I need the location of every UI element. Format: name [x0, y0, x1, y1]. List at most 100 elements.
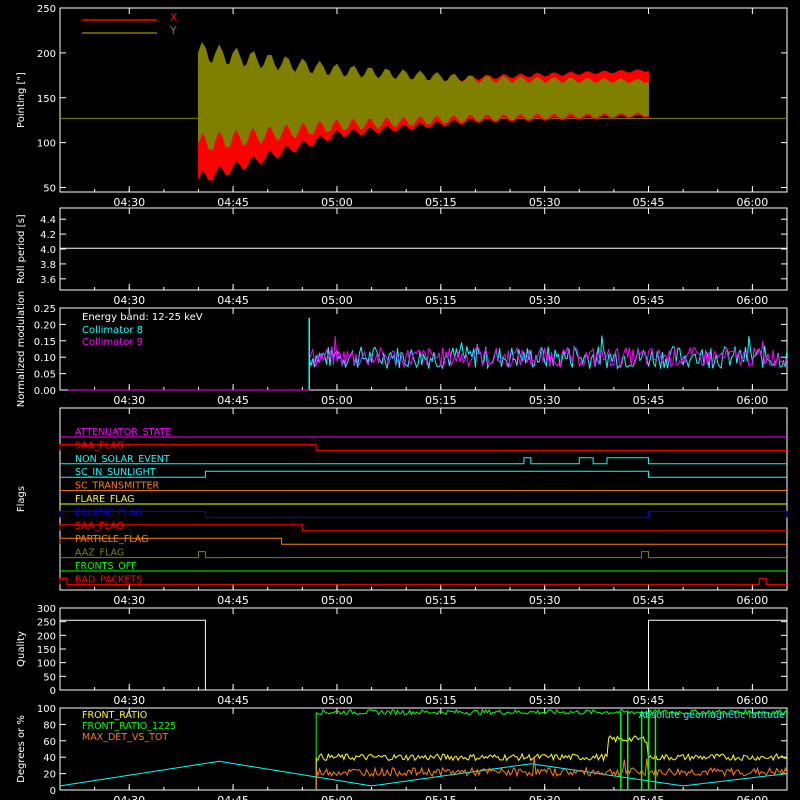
- time-tick-label: 05:30: [529, 196, 561, 209]
- panel-5: 04:30 04:45 05:00 05:15 05:30 05:45 06:00 Quali…: [16, 604, 788, 707]
- y-tick-label: 0.15: [34, 337, 56, 348]
- y-tick-label: 300: [37, 604, 56, 615]
- series-y-band: [197, 41, 650, 151]
- panel-3: 04:30 04:45 05:00 05:15 05:30 05:45 06:00 Norma…: [16, 291, 788, 408]
- time-tick-label: 06:00: [737, 794, 769, 800]
- y-tick-label: 3.8: [40, 260, 56, 271]
- y-tick-label: 4.4: [40, 215, 56, 226]
- time-tick-label: 04:45: [217, 694, 249, 707]
- flag-label: SC_TRANSMITTER: [75, 481, 160, 492]
- time-tick-label: 05:00: [321, 694, 353, 707]
- y-tick-label: 4.2: [40, 230, 56, 241]
- panel-frame: [59, 407, 788, 591]
- time-tick-label: 05:00: [321, 196, 353, 209]
- y-tick-label: 80: [43, 720, 56, 731]
- time-tick-label: 06:00: [737, 196, 769, 209]
- time-tick-label: 05:45: [633, 694, 665, 707]
- time-tick-label: 05:00: [321, 594, 353, 607]
- flag-label: ATTENUATOR_STATE: [75, 427, 171, 438]
- time-tick-label: 05:15: [425, 594, 457, 607]
- flag-trace: [59, 524, 787, 532]
- panel-2: 04:30 04:45 05:00 05:15 05:30 05:45 06:00 Roll …: [16, 207, 788, 307]
- flag-trace: [60, 457, 787, 465]
- y-tick-label: 50: [43, 672, 56, 683]
- flag-label: NON_SOLAR_EVENT: [75, 454, 170, 465]
- flag-label: BAD_PACKETS: [75, 574, 142, 585]
- time-tick-label: 04:30: [113, 294, 145, 307]
- y-tick-label: 200: [37, 631, 56, 642]
- y-tick-label: 0.10: [34, 353, 56, 364]
- time-tick-label: 05:15: [425, 196, 457, 209]
- flag-label: AAZ_FLAG: [75, 548, 124, 559]
- y-tick-label: 150: [37, 645, 56, 656]
- flag-label: FRONTS_OFF: [75, 561, 137, 572]
- y-tick-label: 60: [43, 737, 56, 748]
- legend-label: FRONT_RATIO_1225: [82, 721, 176, 732]
- time-tick-label: 05:45: [633, 794, 665, 800]
- quality-line: [60, 619, 787, 691]
- legend-label: FRONT_RATIO: [82, 710, 147, 721]
- time-tick-label: 06:00: [737, 694, 769, 707]
- flag-trace: [59, 577, 787, 585]
- y-axis-label: Flags: [16, 486, 27, 512]
- y-tick-label: 150: [37, 94, 56, 105]
- panel-6: 04:30 04:45 05:00 05:15 05:30 05:45 06:00 Degre…: [16, 704, 788, 800]
- y-tick-label: 100: [37, 659, 56, 670]
- time-tick-label: 06:00: [737, 394, 769, 407]
- latitude-annotation: Absolute geomagnetic latitude: [639, 710, 785, 721]
- panel-frame: [59, 307, 788, 391]
- flag-trace: [59, 443, 787, 451]
- time-tick-label: 04:45: [217, 394, 249, 407]
- y-tick-label: 50: [43, 184, 56, 195]
- panel-4: 04:30 04:45 05:00 05:15 05:30 05:45 06:00 Flags…: [16, 407, 788, 607]
- time-tick-label: 05:15: [425, 694, 457, 707]
- flag-trace: [59, 510, 788, 518]
- flag-label: SAA_FLAG: [75, 521, 124, 532]
- time-tick-label: 04:30: [113, 694, 145, 707]
- y-tick-label: 0: [50, 686, 56, 697]
- flag-label: ECLIPSE_FLAG: [75, 507, 143, 518]
- time-tick-label: 04:30: [113, 196, 145, 209]
- time-tick-label: 05:15: [425, 294, 457, 307]
- y-tick-label: 100: [37, 139, 56, 150]
- series-collimator-9: [68, 335, 788, 391]
- flag-trace: [60, 551, 787, 559]
- time-tick-label: 05:00: [321, 294, 353, 307]
- y-tick-label: 0.05: [34, 370, 56, 381]
- flag-label: FLARE_FLAG: [75, 494, 135, 505]
- time-tick-label: 04:45: [217, 794, 249, 800]
- y-tick-label: 0: [50, 786, 56, 797]
- legend-label: MAX_DET_VS_TOT: [82, 732, 168, 743]
- y-axis-label: Degrees or %: [16, 715, 27, 783]
- series-front_ratio_1225: [315, 708, 788, 790]
- y-tick-label: 4.0: [40, 245, 56, 256]
- time-tick-label: 04:45: [217, 594, 249, 607]
- series-collimator-8: [68, 335, 788, 391]
- time-tick-label: 04:30: [113, 394, 145, 407]
- time-tick-label: 05:00: [321, 794, 353, 800]
- time-tick-label: 05:15: [425, 394, 457, 407]
- y-axis-label: Roll period [s]: [16, 214, 27, 283]
- energy-band-annotation: Energy band: 12-25 keV: [82, 312, 203, 323]
- y-tick-label: 0.20: [34, 320, 56, 331]
- time-tick-label: 04:45: [217, 294, 249, 307]
- legend-label: Y: [169, 24, 177, 37]
- panel-frame: [59, 7, 788, 193]
- geomagnetic-latitude-line: [59, 760, 788, 787]
- time-tick-label: 05:30: [529, 594, 561, 607]
- legend-label: Collimator 8: [82, 325, 143, 336]
- series-max_det_vs_tot: [315, 756, 788, 790]
- time-tick-label: 05:30: [529, 394, 561, 407]
- y-axis-label: Normalized modulation: [16, 291, 27, 408]
- time-tick-label: 05:45: [633, 594, 665, 607]
- y-tick-label: 40: [43, 753, 56, 764]
- legend-label: Collimator 9: [82, 337, 143, 348]
- y-tick-label: 0.00: [34, 386, 56, 397]
- panel-frame: [59, 707, 788, 791]
- time-tick-label: 06:00: [737, 594, 769, 607]
- time-tick-label: 05:45: [633, 294, 665, 307]
- flag-trace: [60, 470, 787, 478]
- y-tick-label: 20: [43, 770, 56, 781]
- y-tick-label: 3.6: [40, 275, 56, 286]
